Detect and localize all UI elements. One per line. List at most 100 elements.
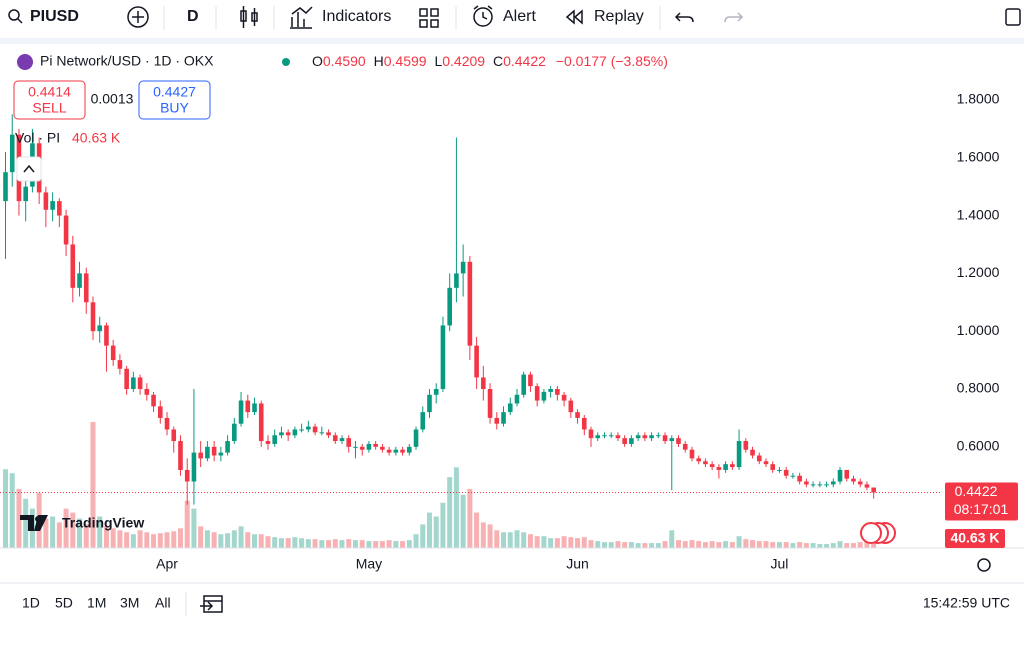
range-button[interactable]: 3M xyxy=(120,595,139,611)
volume-bar xyxy=(326,540,332,548)
indicators-icon[interactable] xyxy=(290,6,313,29)
volume-bar xyxy=(581,537,587,548)
volume-bar xyxy=(292,537,298,548)
volume-bar xyxy=(171,531,177,548)
volume-bar xyxy=(756,541,762,548)
range-button[interactable]: 1D xyxy=(22,595,40,611)
candle-body xyxy=(797,475,802,482)
candle-body xyxy=(507,403,513,413)
candle-body xyxy=(380,446,385,450)
volume-bar xyxy=(649,543,655,548)
volume-bar xyxy=(319,540,325,548)
search-icon[interactable] xyxy=(8,9,20,21)
candle-body xyxy=(642,435,648,439)
candle-body xyxy=(218,452,224,456)
candle-body xyxy=(682,443,688,450)
sell-price[interactable]: 0.4414 xyxy=(28,84,71,100)
volume-bar xyxy=(736,536,742,548)
candle-body xyxy=(723,464,728,470)
candle-body xyxy=(703,461,708,465)
volume-bar xyxy=(588,540,594,548)
collapse-button[interactable] xyxy=(16,156,42,182)
volume-bar xyxy=(474,512,480,548)
volume-bar xyxy=(669,530,675,548)
volume-bar xyxy=(487,524,493,548)
interval[interactable]: D xyxy=(187,8,199,25)
candle-body xyxy=(157,406,163,418)
candle-body xyxy=(440,325,446,390)
replay-icon[interactable] xyxy=(565,9,583,25)
candle-body xyxy=(279,432,284,436)
volume-bar xyxy=(702,542,708,548)
last-price-box xyxy=(945,482,1018,521)
volume-bar xyxy=(507,532,513,548)
volume-bar xyxy=(359,540,365,548)
candle-body xyxy=(656,435,661,437)
settings[interactable] xyxy=(977,558,991,572)
range-button[interactable]: 1M xyxy=(87,595,106,611)
sell-button[interactable]: 0.4414 SELL xyxy=(13,80,86,120)
alert-icon[interactable] xyxy=(473,7,493,27)
volume-label-box xyxy=(945,529,1005,548)
candle-body xyxy=(534,386,540,401)
add-symbol[interactable] xyxy=(127,6,149,28)
volume-bar xyxy=(676,540,681,548)
symbol[interactable]: PIUSD xyxy=(30,8,79,25)
buy-price[interactable]: 0.4427 xyxy=(153,84,196,100)
buy-label[interactable]: BUY xyxy=(160,100,189,116)
candle-body xyxy=(366,443,372,450)
volume-bar xyxy=(635,543,641,548)
buy-button[interactable]: 0.4427 BUY xyxy=(138,80,211,120)
volume-bar xyxy=(655,543,661,548)
volume-bar xyxy=(797,542,803,548)
candle-body xyxy=(487,389,493,418)
volume-bar xyxy=(400,541,406,548)
volume-label: 40.63 K xyxy=(950,530,999,546)
candle-body xyxy=(568,400,574,413)
candle-body xyxy=(299,429,304,431)
legend-title: Pi Network/USD · 1D · OKX xyxy=(40,53,214,69)
chart-type[interactable] xyxy=(240,6,258,28)
candle-body xyxy=(756,455,762,462)
candle-body xyxy=(23,186,28,202)
volume-bar xyxy=(137,530,143,548)
volume-bar xyxy=(460,494,466,548)
candle-body xyxy=(541,391,547,401)
volume-bar xyxy=(386,540,392,548)
candle-body xyxy=(615,435,621,439)
candle-body xyxy=(521,374,527,395)
candle-body xyxy=(649,435,654,439)
alert-button[interactable]: Alert xyxy=(503,8,536,25)
volume-bar xyxy=(305,539,311,548)
redo[interactable] xyxy=(724,12,744,23)
range-button[interactable]: 5D xyxy=(55,595,73,611)
sell-label[interactable]: SELL xyxy=(32,100,66,116)
plot xyxy=(0,114,940,548)
candle-body xyxy=(238,400,244,424)
volume-bar xyxy=(198,526,204,548)
candle-body xyxy=(830,481,836,485)
panel-toggle[interactable] xyxy=(1005,8,1021,26)
x-tick-label: May xyxy=(356,556,382,572)
volume-bar xyxy=(440,502,446,548)
volume-bar xyxy=(850,543,856,548)
candle-body xyxy=(306,426,311,430)
volume-bar xyxy=(285,538,291,548)
layout-icon[interactable] xyxy=(419,8,439,28)
ohlc-key: L xyxy=(434,53,442,69)
countdown: 08:17:01 xyxy=(954,501,1009,517)
candle-body xyxy=(97,325,103,332)
volume-bar xyxy=(393,541,399,548)
volume-bar xyxy=(527,534,533,548)
candle-body xyxy=(676,438,681,444)
indicators-button[interactable]: Indicators xyxy=(322,8,391,25)
range-button[interactable]: All xyxy=(155,595,171,611)
candle-body xyxy=(353,446,358,448)
candle-body xyxy=(750,449,755,456)
undo[interactable] xyxy=(674,12,694,23)
replay-button[interactable]: Replay xyxy=(594,8,644,25)
date-range-icon[interactable] xyxy=(200,595,223,613)
candle-body xyxy=(70,244,76,288)
candle-body xyxy=(326,432,331,436)
